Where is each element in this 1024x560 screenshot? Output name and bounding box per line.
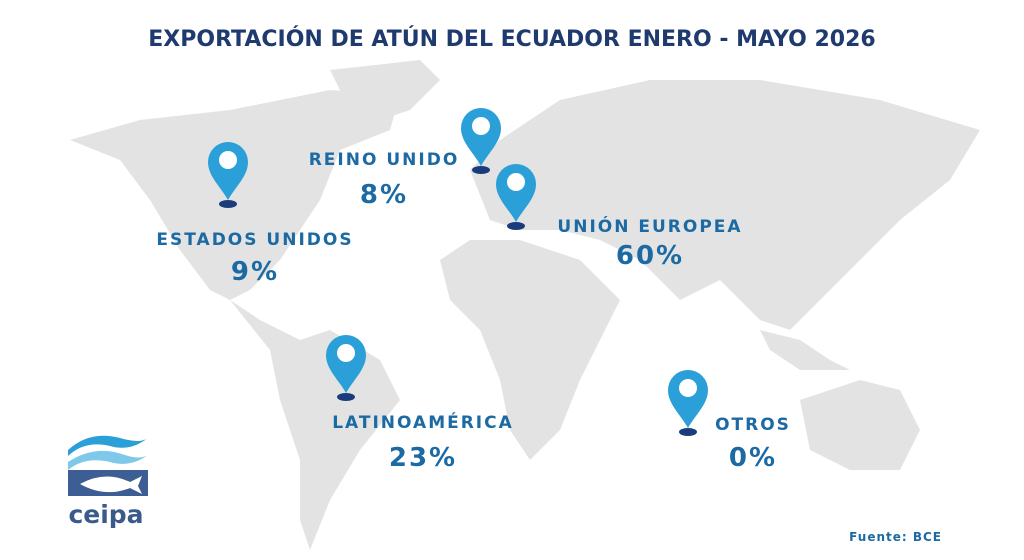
source: Fuente: BCE [849, 530, 942, 544]
pin [326, 335, 366, 401]
logo-text: ceipa [68, 500, 143, 529]
title: EXPORTACIÓN DE ATÚN DEL ECUADOR ENERO - … [148, 26, 875, 52]
market-share: 9% [231, 257, 279, 287]
logo: ceipa [68, 435, 148, 529]
market-label: OTROS [715, 415, 791, 435]
market-share: 0% [729, 443, 777, 473]
pin [496, 164, 536, 230]
market-label: UNIÓN EUROPEA [557, 215, 742, 237]
market-label: REINO UNIDO [309, 150, 460, 170]
pin [208, 142, 248, 208]
pin [461, 108, 501, 174]
pin [668, 370, 708, 436]
market-label: LATINOAMÉRICA [332, 411, 514, 433]
world-map [70, 60, 980, 550]
market-share: 23% [389, 443, 457, 473]
market-share: 60% [616, 241, 684, 271]
market-share: 8% [360, 180, 408, 210]
market-label: ESTADOS UNIDOS [156, 230, 353, 250]
